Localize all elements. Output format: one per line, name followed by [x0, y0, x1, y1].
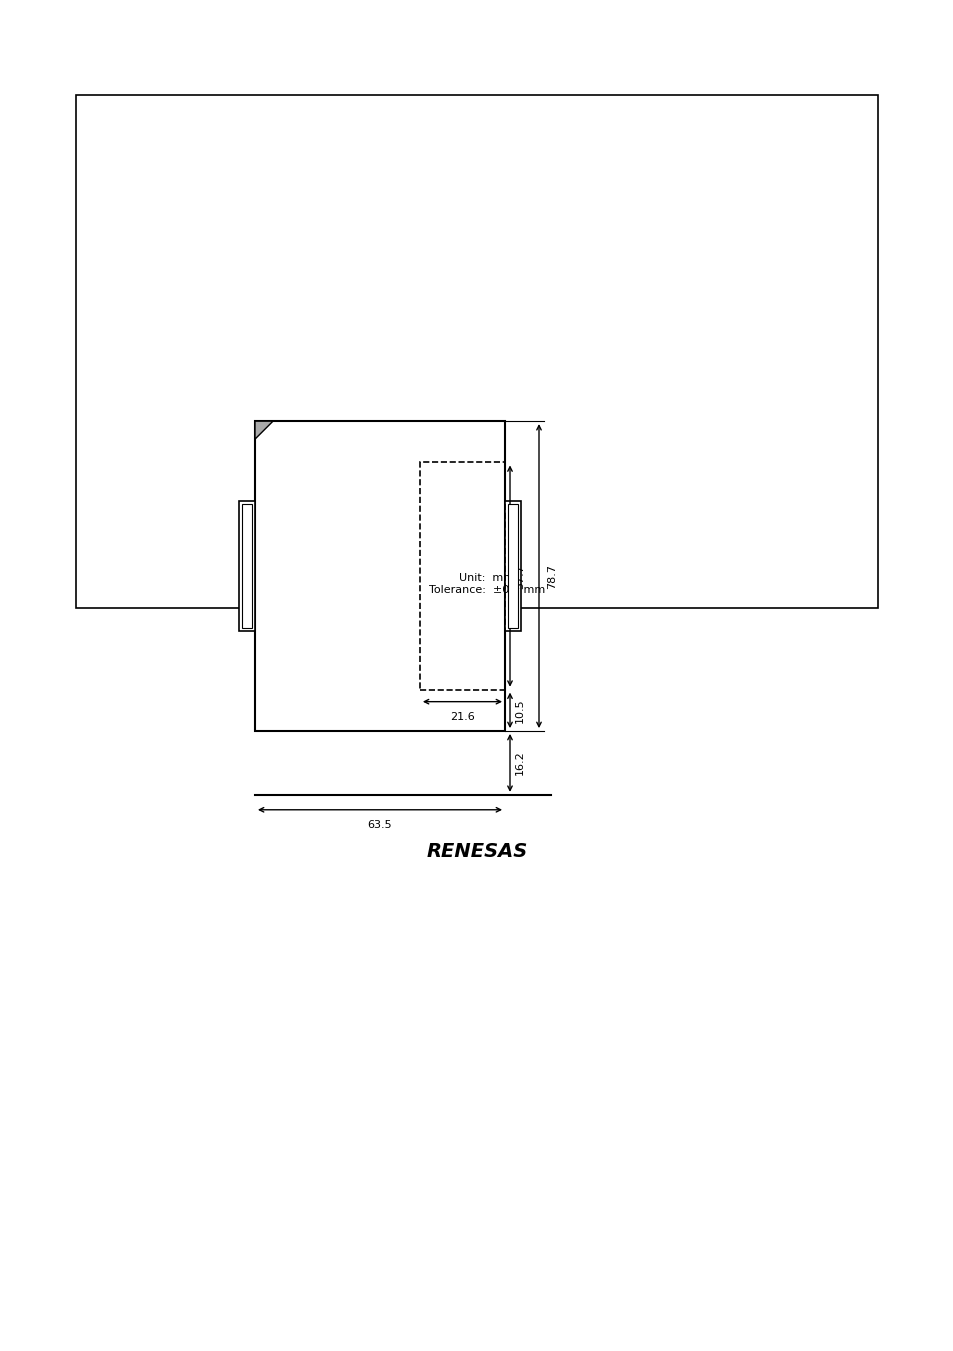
Bar — [419, 462, 504, 689]
Text: 78.7: 78.7 — [546, 563, 557, 589]
Text: 16.2: 16.2 — [515, 751, 524, 775]
Bar — [504, 501, 520, 631]
Text: Unit:  mm
Tolerance:  ±0.2 mm: Unit: mm Tolerance: ±0.2 mm — [429, 573, 544, 594]
Text: 10.5: 10.5 — [515, 698, 524, 723]
Bar — [76, 95, 877, 608]
Bar — [242, 504, 252, 628]
Text: 57.7: 57.7 — [515, 563, 524, 589]
Bar — [254, 422, 504, 731]
Text: 63.5: 63.5 — [367, 820, 392, 830]
Text: 21.6: 21.6 — [450, 712, 475, 721]
Bar — [507, 504, 517, 628]
Polygon shape — [254, 422, 273, 439]
Bar — [239, 501, 254, 631]
Text: RENESAS: RENESAS — [426, 842, 527, 861]
